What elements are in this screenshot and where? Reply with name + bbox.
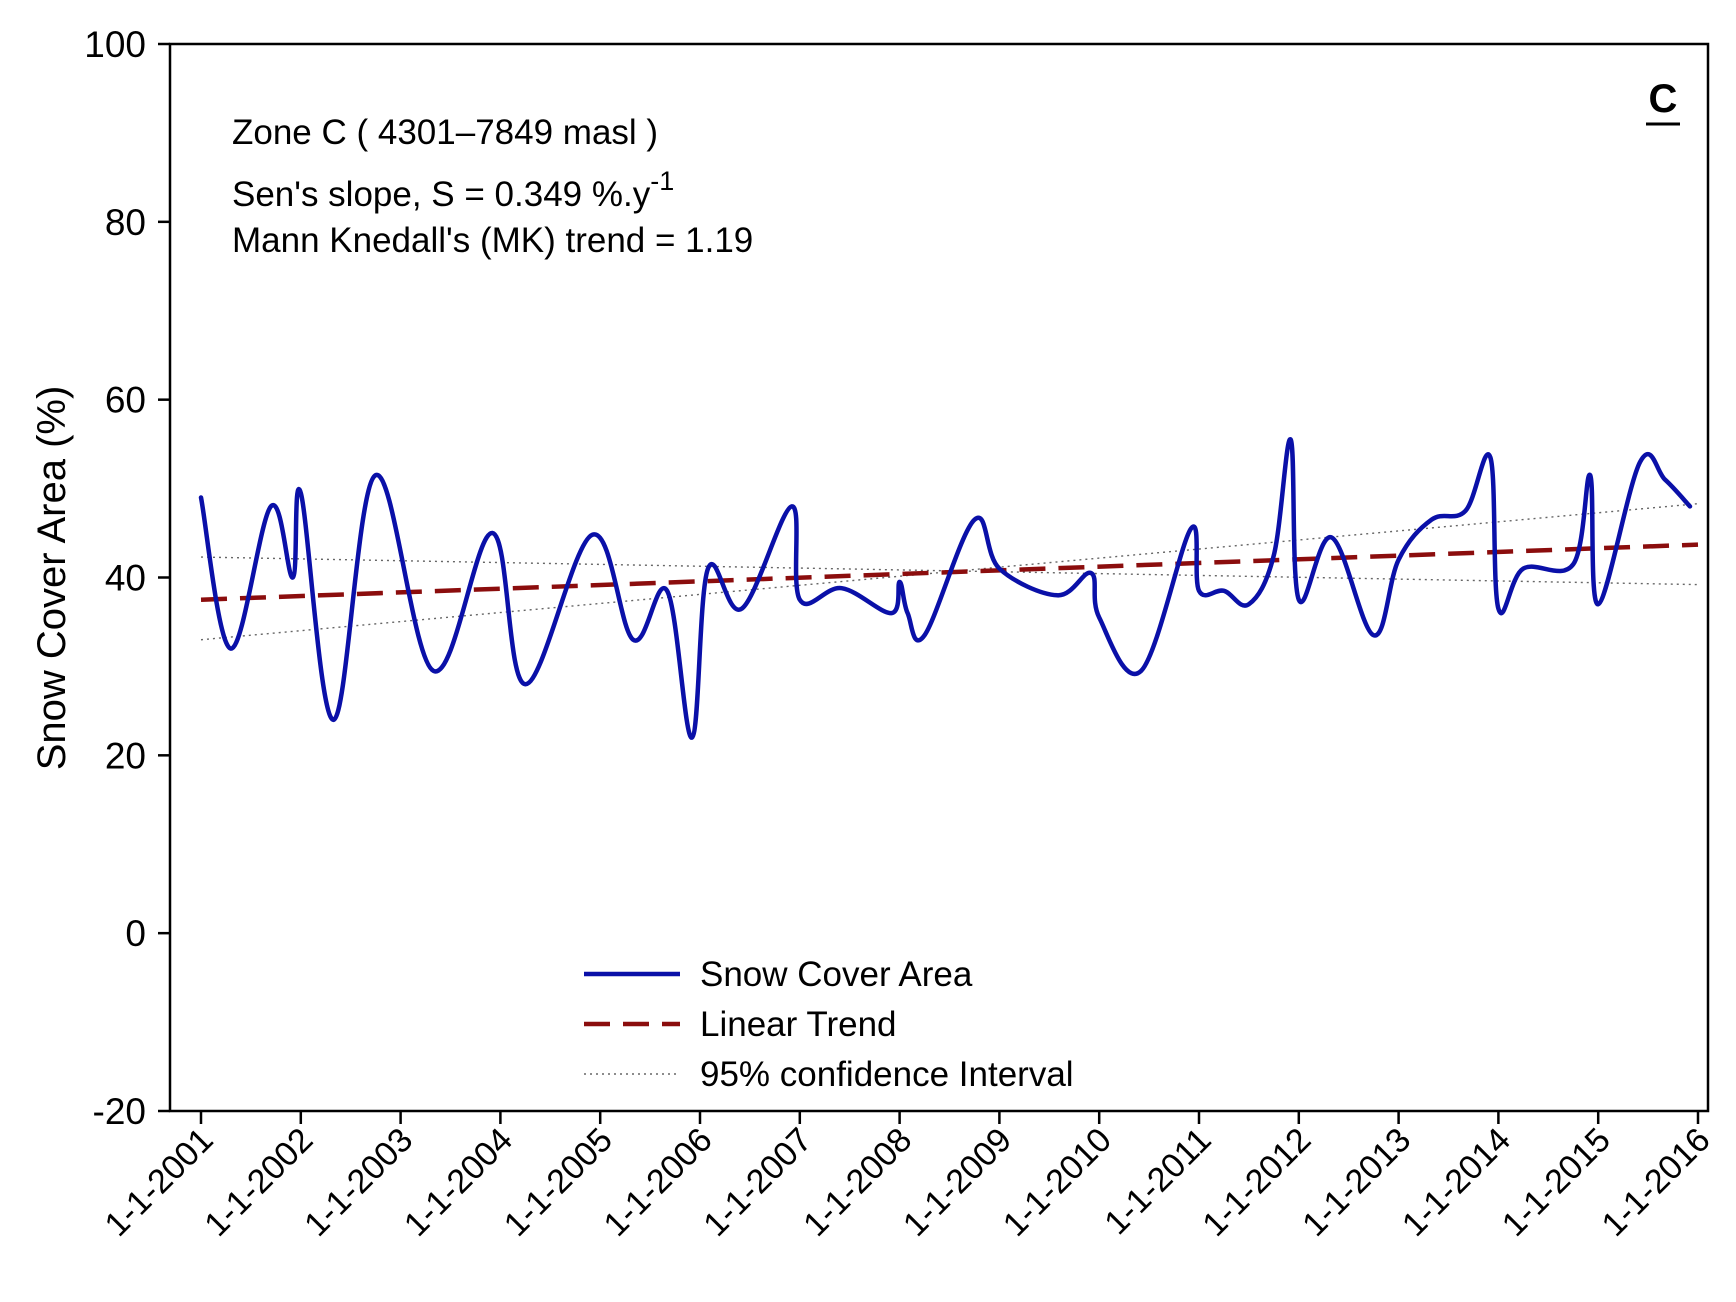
x-tick-label: 1-1-2014 xyxy=(1395,1121,1518,1244)
legend-label: Snow Cover Area xyxy=(700,955,973,994)
x-tick-label: 1-1-2011 xyxy=(1097,1121,1218,1242)
panel-label: C xyxy=(1649,77,1678,121)
x-tick-label: 1-1-2006 xyxy=(597,1121,720,1244)
legend: Snow Cover Area Linear Trend 95% confidenc… xyxy=(584,955,1074,1094)
x-tick-label: 1-1-2002 xyxy=(197,1121,320,1244)
sens-slope-text: Sen's slope, S = 0.349 %.y xyxy=(232,175,651,214)
zone-annotation: Zone C ( 4301–7849 masl ) xyxy=(232,113,658,152)
x-tick-label: 1-1-2016 xyxy=(1595,1121,1718,1244)
x-tick-label: 1-1-2008 xyxy=(796,1121,919,1244)
y-axis-label: Snow Cover Area (%) xyxy=(30,386,74,771)
sens-slope-exponent: -1 xyxy=(650,166,674,196)
x-tick-label: 1-1-2003 xyxy=(297,1121,420,1244)
legend-label: 95% confidence Interval xyxy=(700,1055,1074,1094)
x-tick-label: 1-1-2015 xyxy=(1495,1121,1618,1244)
y-tick-label: 0 xyxy=(125,913,146,954)
x-tick-label: 1-1-2001 xyxy=(98,1121,221,1244)
y-tick-label: 80 xyxy=(105,202,146,243)
x-tick-label: 1-1-2012 xyxy=(1195,1121,1318,1244)
y-tick-label: 60 xyxy=(105,380,146,421)
y-tick-label: 20 xyxy=(105,735,146,776)
x-tick-label: 1-1-2009 xyxy=(896,1121,1019,1244)
y-tick-label: 100 xyxy=(84,24,146,65)
x-tick-label: 1-1-2010 xyxy=(996,1121,1119,1244)
sens-slope-annotation: Sen's slope, S = 0.349 %.y-1 xyxy=(232,166,674,214)
y-axis: -20 0 20 40 60 80 100 xyxy=(84,24,170,1132)
legend-label: Linear Trend xyxy=(700,1005,897,1044)
snow-cover-area-line-group xyxy=(198,437,1693,740)
snow-cover-area-line xyxy=(198,437,1693,740)
y-tick-label: 40 xyxy=(105,558,146,599)
x-tick-label: 1-1-2005 xyxy=(497,1121,620,1244)
y-tick-label: -20 xyxy=(93,1091,146,1132)
x-tick-label: 1-1-2004 xyxy=(397,1121,520,1244)
x-tick-label: 1-1-2013 xyxy=(1295,1121,1418,1244)
x-tick-label: 1-1-2007 xyxy=(696,1121,819,1244)
x-axis: 1-1-20011-1-20021-1-20031-1-20041-1-2005… xyxy=(98,1111,1718,1244)
mk-trend-annotation: Mann Knedall's (MK) trend = 1.19 xyxy=(232,221,753,260)
